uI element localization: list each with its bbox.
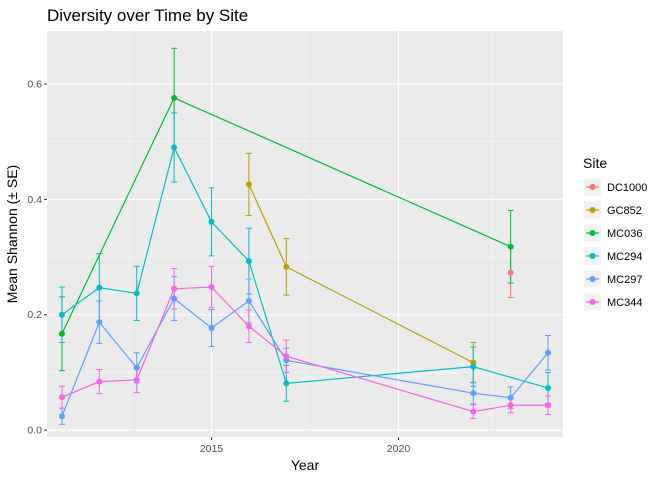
chart-title: Diversity over Time by Site: [47, 6, 248, 25]
data-point-mc294: [470, 363, 477, 370]
x-axis: 2015 2020: [200, 437, 410, 455]
legend-label-mc344: MC344: [607, 297, 642, 309]
data-point-gc852: [283, 263, 290, 270]
data-point-mc294: [133, 290, 140, 297]
data-point-mc297: [245, 297, 252, 304]
data-point-mc297: [208, 325, 215, 332]
y-tick-label: 0.2: [27, 309, 42, 321]
series-points: [58, 94, 552, 420]
data-point-mc297: [171, 295, 178, 302]
legend-point-mc294: [589, 253, 596, 259]
data-point-mc294: [283, 380, 290, 387]
data-point-mc344: [245, 323, 252, 330]
x-tick-label: 2020: [387, 443, 411, 455]
data-point-mc294: [245, 258, 252, 265]
data-point-mc344: [283, 353, 290, 360]
data-point-dc1000: [507, 269, 514, 276]
data-point-mc294: [208, 218, 215, 225]
data-point-mc344: [58, 394, 65, 401]
legend: Site DC1000 GC852 MC036 MC294 MC297 MC344: [583, 155, 647, 311]
y-tick-label: 0.4: [27, 194, 42, 206]
data-point-mc297: [96, 319, 103, 326]
data-point-mc294: [58, 311, 65, 318]
data-point-gc852: [245, 181, 252, 188]
data-point-mc294: [171, 144, 178, 151]
series-line-mc344: [61, 286, 549, 413]
legend-point-mc297: [589, 276, 596, 282]
data-point-mc297: [58, 413, 65, 420]
series-line-mc297: [61, 297, 549, 417]
grid-minor: [47, 31, 563, 437]
data-point-mc297: [470, 390, 477, 397]
legend-point-dc1000: [589, 184, 596, 190]
data-point-mc344: [208, 284, 215, 291]
data-point-mc036: [58, 330, 65, 337]
legend-label-mc297: MC297: [607, 274, 642, 286]
legend-label-mc294: MC294: [607, 251, 642, 263]
data-point-mc344: [133, 376, 140, 383]
y-tick-label: 0.6: [27, 79, 42, 91]
data-point-mc294: [545, 384, 552, 391]
data-point-mc297: [545, 349, 552, 356]
data-point-mc344: [171, 285, 178, 292]
data-point-mc297: [507, 394, 514, 401]
x-tick-label: 2015: [200, 443, 224, 455]
data-point-mc036: [507, 243, 514, 250]
data-point-mc297: [133, 364, 140, 371]
y-axis-label: Mean Shannon (± SE): [4, 165, 20, 303]
data-point-mc294: [96, 284, 103, 291]
legend-point-mc036: [589, 230, 596, 236]
legend-point-gc852: [589, 207, 596, 213]
legend-label-gc852: GC852: [607, 205, 642, 217]
y-axis: 0.0 0.2 0.4 0.6: [27, 79, 47, 437]
legend-point-mc344: [589, 299, 596, 305]
x-axis-label: Year: [291, 457, 320, 473]
legend-label-dc1000: DC1000: [607, 182, 647, 194]
data-point-mc344: [96, 378, 103, 385]
legend-label-mc036: MC036: [607, 228, 642, 240]
data-point-mc344: [470, 408, 477, 415]
data-point-mc036: [171, 94, 178, 101]
legend-title: Site: [583, 155, 607, 171]
data-point-mc344: [507, 402, 514, 409]
data-point-mc344: [545, 402, 552, 409]
y-tick-label: 0.0: [27, 425, 42, 437]
